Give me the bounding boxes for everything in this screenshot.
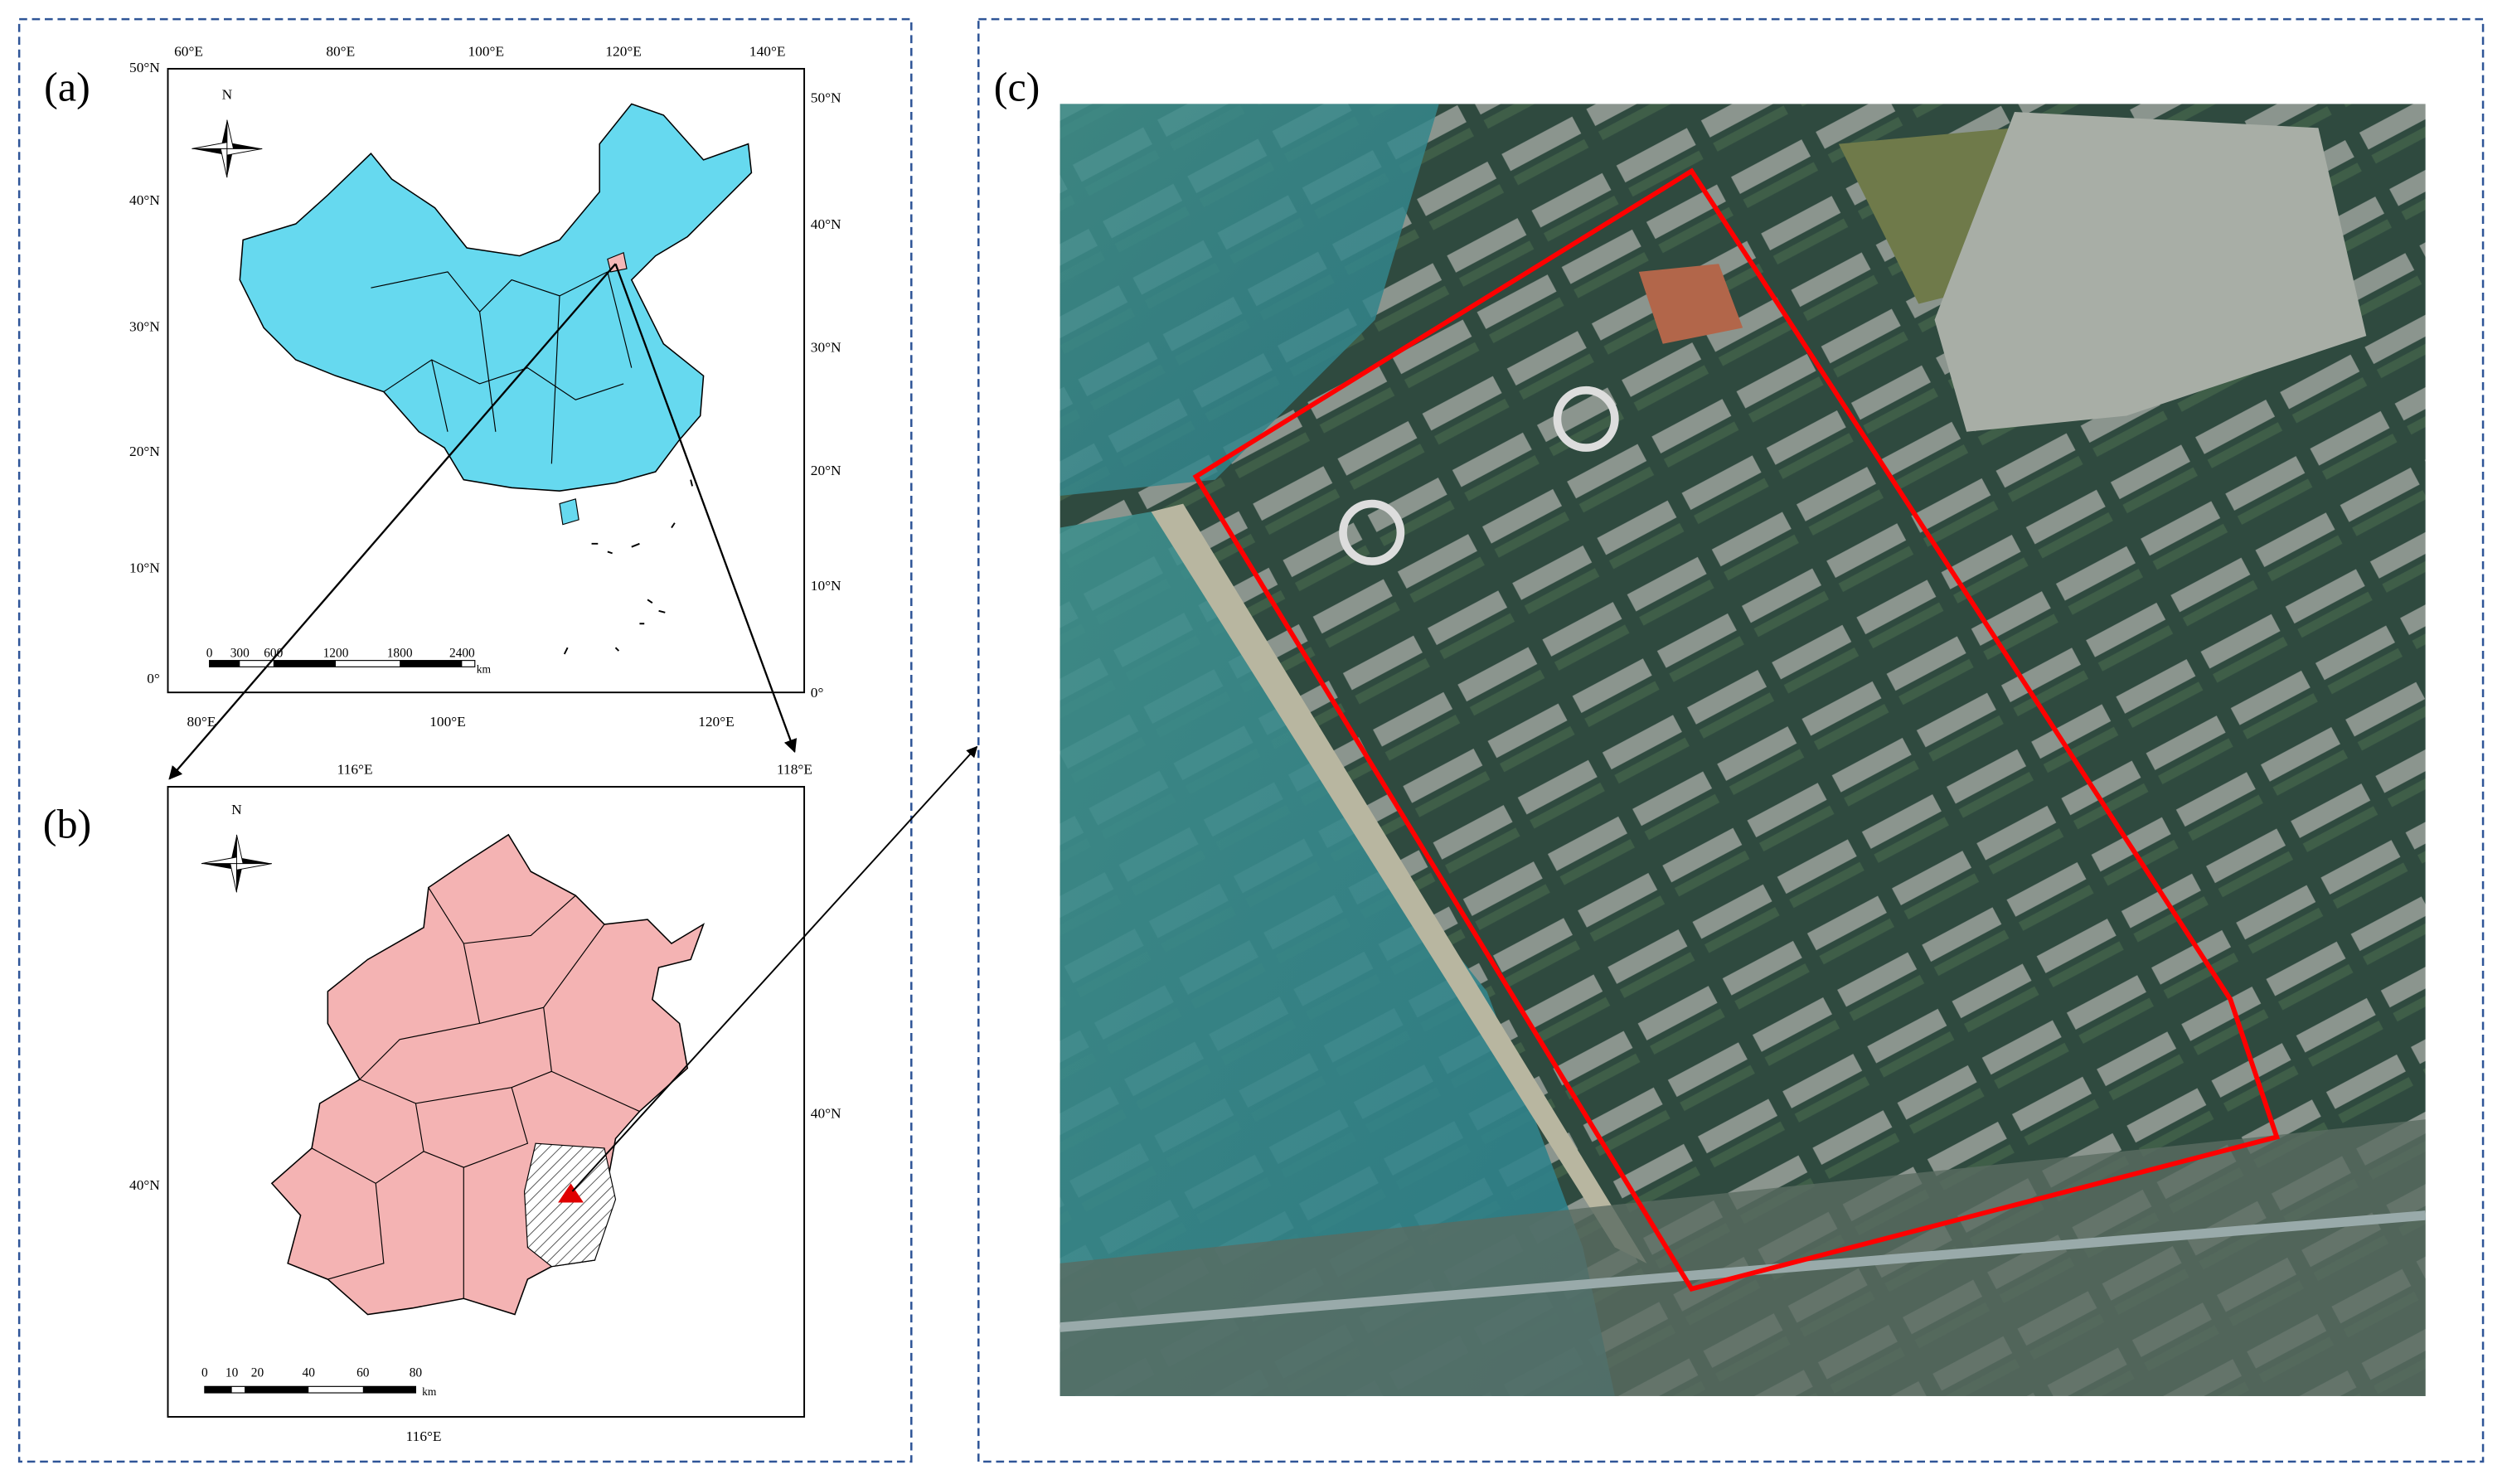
scale-label: 60 xyxy=(356,1365,370,1380)
scale-bar xyxy=(209,660,476,667)
province-borders xyxy=(371,271,633,464)
scale-label: 1200 xyxy=(323,646,349,660)
panel-frame xyxy=(977,17,2485,1463)
right-tick-label: 30°N xyxy=(811,339,841,355)
study-district xyxy=(523,1142,617,1268)
top-tick-label: 80°E xyxy=(326,44,355,60)
top-tick-label: 60°E xyxy=(174,44,203,60)
top-tick-label: 100°E xyxy=(468,44,505,60)
study-area-outline xyxy=(1192,167,2281,1292)
scale-label: 40 xyxy=(303,1365,316,1380)
panel-label: (b) xyxy=(43,801,91,847)
study-site xyxy=(558,1183,584,1203)
left-tick-label: 0° xyxy=(147,671,160,686)
right-tick-label: 40°N xyxy=(811,216,841,232)
district-borders xyxy=(311,887,640,1299)
scale-label: 10 xyxy=(225,1365,239,1380)
scale-label: 20 xyxy=(251,1365,264,1380)
top-tick-label: 120°E xyxy=(605,44,642,60)
zoom-arrow xyxy=(168,263,617,780)
left-tick-label: 40°N xyxy=(129,192,160,208)
right-tick-label: 20°N xyxy=(811,463,841,478)
islands xyxy=(563,479,694,655)
bottom-tick-label: 100°E xyxy=(429,714,466,730)
zoom-arrow xyxy=(571,745,978,1192)
satellite-image xyxy=(1060,104,2427,1396)
scale-label: 300 xyxy=(230,646,250,660)
bottom-tick-label: 116°E xyxy=(406,1428,442,1444)
island xyxy=(559,498,579,526)
scale-unit: km xyxy=(422,1385,437,1398)
scale-unit: km xyxy=(477,662,492,675)
left-tick-label: 10°N xyxy=(129,560,160,576)
left-tick-label: 40°N xyxy=(129,1177,160,1193)
bottom-tick-label: 120°E xyxy=(698,714,735,730)
panel-frame xyxy=(17,17,913,1463)
panel-label: (c) xyxy=(994,63,1040,109)
top-tick-label: 116°E xyxy=(337,762,373,778)
scale-bar xyxy=(204,1385,417,1394)
right-tick-label: 10°N xyxy=(811,578,841,594)
right-tick-label: 0° xyxy=(811,685,824,701)
top-tick-label: 118°E xyxy=(777,762,812,778)
zoom-arrow xyxy=(614,263,798,754)
scale-label: 1800 xyxy=(387,646,413,660)
scale-label: 600 xyxy=(264,646,283,660)
right-tick-label: 50°N xyxy=(811,90,841,106)
panel-label: (a) xyxy=(44,63,90,109)
north-arrow xyxy=(201,834,272,893)
scale-label: 2400 xyxy=(449,646,475,660)
right-tick-label: 40°N xyxy=(811,1105,841,1121)
bottom-tick-label: 80°E xyxy=(187,714,216,730)
china-map xyxy=(239,103,753,492)
left-tick-label: 20°N xyxy=(129,444,160,459)
left-tick-label: 50°N xyxy=(129,60,160,75)
north-label: N xyxy=(231,802,242,817)
top-tick-label: 140°E xyxy=(749,44,786,60)
scale-label: 80 xyxy=(410,1365,423,1380)
north-label: N xyxy=(222,87,233,103)
north-arrow xyxy=(192,119,263,178)
left-tick-label: 30°N xyxy=(129,318,160,334)
scale-label: 0 xyxy=(201,1365,208,1380)
scale-label: 0 xyxy=(206,646,213,660)
